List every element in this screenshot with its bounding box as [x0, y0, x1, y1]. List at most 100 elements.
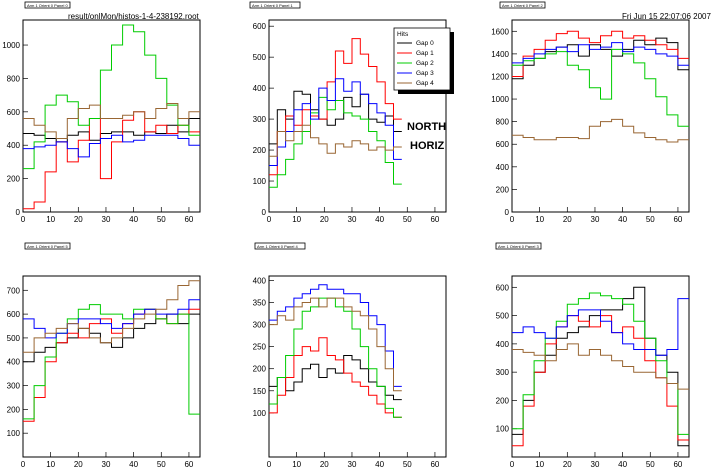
x-tick-label: 60: [430, 215, 439, 224]
y-tick-label: 500: [253, 53, 267, 62]
x-tick-label: 60: [184, 460, 193, 469]
plot-frame: [268, 275, 447, 458]
timestamp-label: Fri Jun 15 22:07:06 2007: [622, 12, 711, 21]
x-tick-label: 30: [348, 460, 357, 469]
y-tick-label: 200: [7, 405, 21, 414]
y-tick-label: 0: [16, 208, 21, 217]
y-tick-label: 300: [7, 382, 21, 391]
series-gap-2: [23, 304, 200, 420]
legend-title: Hits: [397, 31, 409, 38]
x-tick-label: 30: [591, 215, 600, 224]
series-gap-2: [269, 297, 402, 418]
y-tick-label: 0: [505, 208, 510, 217]
y-tick-label: 300: [253, 321, 267, 330]
y-tick-label: 1600: [491, 27, 509, 36]
y-tick-label: 400: [253, 276, 267, 285]
series-gap-3: [512, 42, 689, 66]
x-tick-label: 50: [157, 215, 166, 224]
legend-entry: Gap 1: [416, 50, 434, 57]
series-gap-1: [23, 111, 200, 210]
x-tick-label: 0: [21, 215, 26, 224]
x-tick-label: 20: [563, 215, 572, 224]
x-tick-label: 60: [673, 215, 682, 224]
series-gap-4: [269, 124, 402, 157]
series-gap-4: [23, 280, 200, 353]
x-tick-label: 20: [74, 215, 83, 224]
legend-entry: Gap 2: [416, 60, 434, 67]
x-tick-label: 40: [618, 215, 627, 224]
x-tick-label: 40: [375, 215, 384, 224]
y-tick-label: 800: [496, 118, 510, 127]
y-tick-label: 400: [496, 163, 510, 172]
file-name-label: result/onlMon/histos-1-4-238192.root: [68, 12, 199, 21]
x-tick-label: 50: [646, 215, 655, 224]
panel-title-box: [495, 242, 542, 250]
x-tick-label: 10: [292, 215, 301, 224]
x-tick-label: 20: [320, 215, 329, 224]
y-tick-label: 700: [7, 286, 21, 295]
y-tick-label: 600: [496, 283, 510, 292]
legend-entry: Gap 0: [416, 40, 434, 47]
y-tick-label: 1000: [491, 95, 509, 104]
overlay-north-label: NORTH: [407, 121, 447, 133]
plot-frame: [511, 275, 690, 458]
x-tick-label: 40: [375, 460, 384, 469]
panel-title: Arm 1 Orient 0 Panel 5: [27, 244, 68, 249]
plot-frame: [22, 275, 201, 458]
panel-title-box: [499, 1, 546, 9]
y-tick-label: 600: [253, 22, 267, 31]
panel-title-box: [24, 1, 71, 9]
y-tick-label: 100: [253, 409, 267, 418]
x-tick-label: 30: [102, 460, 111, 469]
x-tick-label: 60: [673, 460, 682, 469]
series-gap-3: [23, 134, 200, 158]
y-tick-label: 500: [7, 334, 21, 343]
series-gap-3: [23, 299, 200, 339]
legend-box: [393, 27, 451, 91]
x-tick-label: 0: [21, 460, 26, 469]
x-tick-label: 0: [510, 215, 515, 224]
y-tick-label: 1000: [2, 41, 20, 50]
panel-title: Arm 1 Orient 0 Panel 4: [257, 244, 298, 249]
series-gap-3: [269, 78, 402, 166]
plot-frame: [22, 19, 201, 213]
y-tick-label: 200: [496, 396, 510, 405]
x-tick-label: 50: [403, 460, 412, 469]
y-tick-label: 200: [496, 185, 510, 194]
x-tick-label: 20: [320, 460, 329, 469]
legend-entry: Gap 4: [416, 80, 434, 87]
y-tick-label: 200: [253, 146, 267, 155]
panel-title: Arm 1 Orient 0 Panel 2: [502, 3, 543, 8]
y-tick-label: 300: [496, 368, 510, 377]
y-tick-label: 300: [253, 115, 267, 124]
x-tick-label: 20: [563, 460, 572, 469]
series-gap-4: [512, 343, 689, 390]
y-tick-label: 200: [7, 175, 21, 184]
y-tick-label: 150: [253, 387, 267, 396]
y-tick-label: 100: [496, 425, 510, 434]
series-gap-4: [512, 118, 689, 143]
x-tick-label: 50: [646, 460, 655, 469]
x-tick-label: 20: [74, 460, 83, 469]
panel-title-box: [254, 242, 306, 250]
x-tick-label: 40: [129, 460, 138, 469]
series-gap-3: [269, 284, 402, 387]
x-tick-label: 10: [46, 215, 55, 224]
x-tick-label: 10: [535, 460, 544, 469]
y-tick-label: 500: [496, 312, 510, 321]
series-gap-2: [23, 24, 200, 170]
panel-title-box: [249, 1, 301, 9]
x-tick-label: 10: [46, 460, 55, 469]
y-tick-label: 400: [253, 84, 267, 93]
plot-frame: [511, 19, 690, 213]
y-tick-label: 0: [262, 208, 267, 217]
y-tick-label: 400: [7, 358, 21, 367]
y-tick-label: 200: [253, 365, 267, 374]
legend-entry: Gap 3: [416, 70, 434, 77]
x-tick-label: 0: [267, 460, 272, 469]
x-tick-label: 10: [535, 215, 544, 224]
y-tick-label: 100: [253, 177, 267, 186]
y-tick-label: 1200: [491, 72, 509, 81]
x-tick-label: 10: [292, 460, 301, 469]
